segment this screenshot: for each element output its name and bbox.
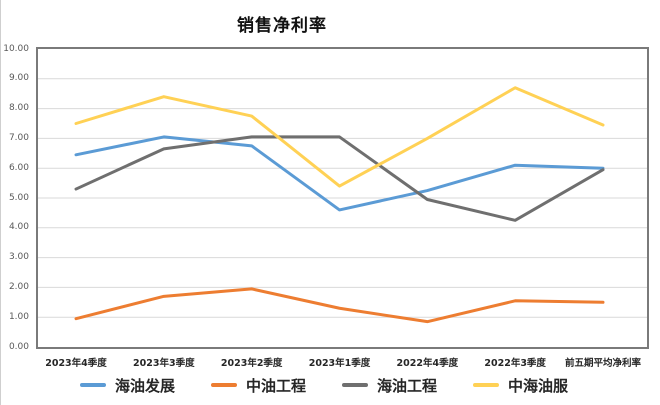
y-tick-label: 1.00 <box>8 311 29 322</box>
x-tick-label: 2023年1季度 <box>308 358 371 369</box>
legend-line-marker-icon <box>79 383 106 387</box>
series-line-0 <box>74 135 605 212</box>
y-tick-label: 7.00 <box>8 132 29 143</box>
legend-line-marker-icon <box>342 383 368 387</box>
series-line-2 <box>74 135 605 222</box>
series-line-3 <box>74 86 605 188</box>
legend-line-marker-icon <box>210 383 237 387</box>
y-tick-label: 5.00 <box>8 192 29 203</box>
legend-item-1[interactable]: 中油工程 <box>210 375 306 396</box>
legend-label: 中油工程 <box>245 376 306 395</box>
y-tick-label: 2.00 <box>8 281 29 292</box>
chart-plot-svg <box>38 78 647 324</box>
y-tick-label: 8.00 <box>8 103 29 114</box>
y-tick-label: 3.00 <box>8 252 29 263</box>
legend-label: 海油发展 <box>114 376 175 395</box>
y-tick-label: 9.00 <box>8 73 29 84</box>
legend-label: 中海油服 <box>508 376 569 395</box>
legend-line-marker-icon <box>473 383 500 387</box>
series-line-1 <box>74 287 605 324</box>
legend-label: 海油工程 <box>377 376 438 395</box>
chart-legend: 海油发展 中油工程 海油工程 中海油服 <box>9 371 639 399</box>
plot-area <box>36 47 649 349</box>
y-tick-label: 4.00 <box>8 222 29 233</box>
legend-item-3[interactable]: 中海油服 <box>473 375 568 396</box>
y-tick-label: 10.00 <box>3 43 29 54</box>
x-tick-label: 2023年3季度 <box>133 358 195 369</box>
x-tick-label: 2022年4季度 <box>396 358 459 369</box>
legend-item-0[interactable]: 海油发展 <box>79 375 175 396</box>
y-tick-label: 6.00 <box>8 162 29 173</box>
x-tick-label: 2023年4季度 <box>45 358 107 369</box>
x-tick-label: 2023年2季度 <box>220 358 283 369</box>
y-tick-label: 0.00 <box>8 341 29 352</box>
legend-item-2[interactable]: 海油工程 <box>342 375 437 396</box>
y-axis-labels: 10.00 9.00 8.00 7.00 6.00 5.00 4.00 3.00 2.00 1.0… <box>1 0 31 405</box>
chart-title: 销售净利率 <box>237 16 327 36</box>
x-tick-label: 前五期平均净利率 <box>564 358 641 369</box>
x-tick-label: 2022年3季度 <box>484 358 546 369</box>
